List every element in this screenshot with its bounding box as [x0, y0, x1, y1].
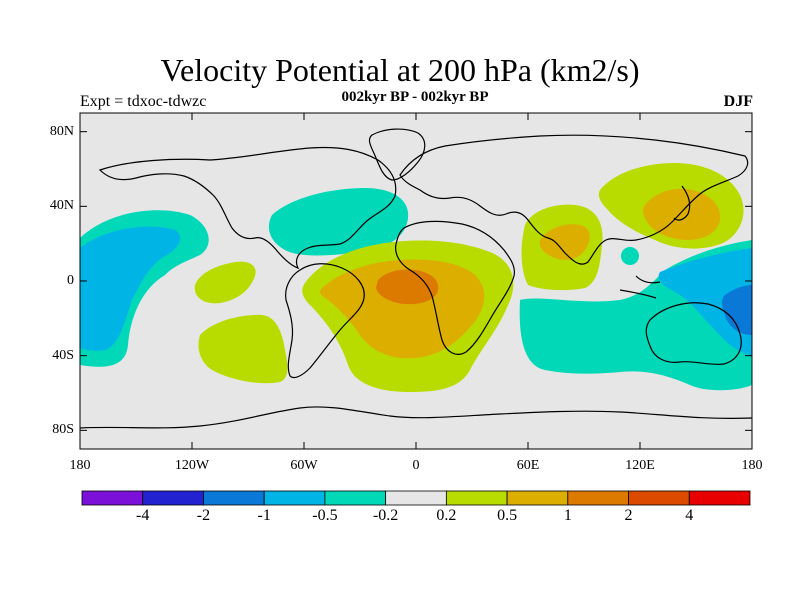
coast-australia [645, 302, 742, 366]
season-label: DJF [723, 93, 753, 110]
colorbar-label: -2 [196, 507, 211, 524]
colorbar-label: 0.2 [436, 507, 457, 524]
colorbar-label: -0.2 [372, 507, 399, 524]
colorbar-label: -1 [257, 507, 271, 524]
lat-tick-label: 80N [49, 123, 74, 139]
lon-tick-label: 60W [290, 458, 318, 473]
coast-eurasia [399, 134, 749, 265]
colorbar-swatch [203, 490, 265, 506]
experiment-label: Expt = tdxoc-tdwzc [80, 93, 207, 110]
contour-asia-neg-strong [722, 285, 752, 335]
contour-asia-neg-mid [658, 248, 752, 356]
subtitle: 002kyr BP - 002kyr BP [341, 89, 489, 105]
contour-atlantic-neg-weak [268, 188, 409, 256]
coast-antarctica [79, 406, 753, 429]
lat-tick-label: 40N [49, 198, 74, 214]
coastlines [79, 128, 753, 429]
colorbar-label: -0.5 [312, 507, 338, 524]
colorbar-swatch [567, 490, 629, 506]
colorbar-swatch [506, 490, 569, 506]
axis-ticks [79, 113, 753, 449]
colorbar-label: 2 [624, 507, 633, 524]
lon-tick-label: 180 [69, 458, 91, 473]
lon-tick-label: 60E [516, 458, 540, 473]
colorbar-label: -4 [136, 507, 150, 524]
colorbar-swatch [445, 490, 508, 506]
page-title: Velocity Potential at 200 hPa (km2/s) [160, 52, 640, 88]
contour-npac-pos-weak [194, 261, 256, 304]
colorbar-swatch [688, 490, 751, 506]
colorbar-swatch [324, 490, 387, 506]
coast-south-america [285, 263, 365, 379]
contour-india-pos-mid [539, 224, 590, 260]
colorbar-swatch [385, 490, 447, 506]
colorbar-swatch [263, 490, 326, 506]
colorbar-swatch [142, 490, 204, 506]
contour-eastasia-pos-mid [642, 188, 721, 240]
lon-tick-label: 180 [741, 458, 763, 473]
coast-indonesia [619, 275, 661, 299]
lon-tick-label: 120E [625, 458, 655, 473]
lat-tick-label: 0 [67, 273, 74, 288]
coast-greenland [368, 128, 426, 181]
colorbar-label: 1 [563, 507, 572, 524]
lon-tick-label: 0 [412, 458, 420, 473]
colorbar-swatch [81, 490, 144, 506]
colorbar [81, 490, 751, 506]
contour-africa-pos-strong [376, 269, 439, 305]
lon-tick-label: 120W [174, 458, 210, 473]
lat-tick-label: 80S [52, 422, 74, 438]
coast-japan [673, 185, 691, 221]
colorbar-swatch [628, 490, 690, 506]
contour-pacific-neg-mid [80, 226, 181, 351]
lat-tick-label: 40S [52, 347, 74, 363]
colorbar-label: 4 [685, 507, 694, 524]
contour-scs-neg-weak [621, 247, 639, 265]
coast-north-america [98, 146, 397, 270]
coast-africa [395, 220, 515, 355]
colorbar-label: 0.5 [497, 507, 518, 524]
contour-spac-pos-weak [198, 314, 288, 384]
